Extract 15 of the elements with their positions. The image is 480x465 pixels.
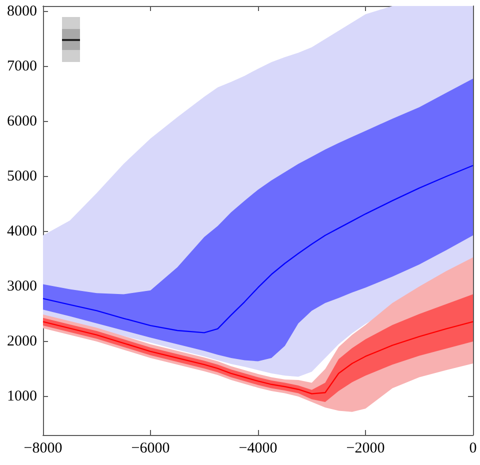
x-tick-label: −2000 bbox=[346, 440, 385, 456]
x-tick-label: −8000 bbox=[24, 440, 62, 456]
y-tick-label: 7000 bbox=[7, 58, 37, 74]
line-series bbox=[42, 164, 474, 334]
line-series bbox=[42, 321, 474, 394]
y-tick-label: 2000 bbox=[7, 334, 37, 350]
y-tick-label: 8000 bbox=[7, 4, 37, 20]
x-tick-label: 0 bbox=[469, 440, 477, 456]
y-tick-label: 4000 bbox=[7, 224, 37, 240]
y-tick-label: 3000 bbox=[7, 278, 37, 294]
y-tick-label: 6000 bbox=[7, 114, 37, 130]
x-tick-label: −4000 bbox=[238, 440, 278, 456]
x-tick-label: −6000 bbox=[131, 440, 170, 456]
y-tick-label: 5000 bbox=[7, 168, 37, 184]
y-tick-label: 1000 bbox=[7, 388, 37, 404]
